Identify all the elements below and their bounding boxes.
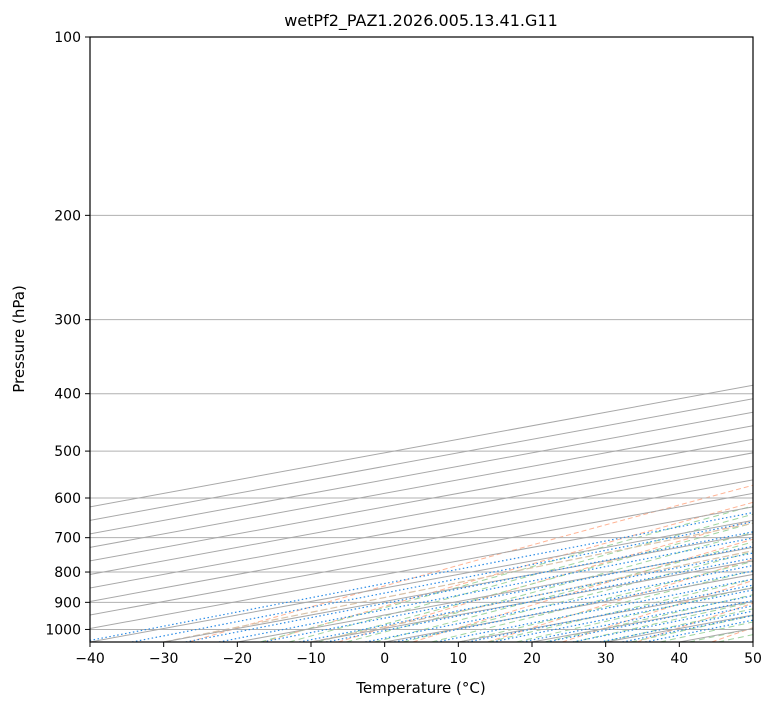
axis-ticks: −40 −30 −20 −10 0 10 20 30 40 50 100 200 300 400 500 60… <box>45 30 762 667</box>
x-tick-label: −30 <box>149 651 179 667</box>
x-tick-label: −20 <box>223 651 253 667</box>
x-tick-label: 50 <box>744 651 762 667</box>
y-tick-label: 1000 <box>45 622 81 638</box>
dry-adiabat <box>412 538 753 642</box>
mixing-ratio-line <box>185 531 753 642</box>
y-tick-label: 700 <box>54 531 81 547</box>
x-axis-label: Temperature (°C) <box>355 679 485 697</box>
skewed-isotherm <box>90 452 753 575</box>
y-tick-label: 600 <box>54 491 81 507</box>
x-tick-label: −40 <box>75 651 105 667</box>
plot-frame <box>89 36 754 643</box>
moist-adiabat <box>317 522 753 642</box>
x-tick-label: 20 <box>523 651 541 667</box>
x-tick-label: 40 <box>670 651 688 667</box>
y-tick-label: 500 <box>54 444 81 460</box>
x-tick-label: 30 <box>597 651 615 667</box>
skewed-isotherm <box>90 479 753 602</box>
mixing-ratio-line <box>325 557 753 642</box>
dry-adiabat <box>188 484 753 642</box>
y-tick-label: 200 <box>54 208 81 224</box>
skewed-isotherm <box>90 425 753 548</box>
y-tick-label: 400 <box>54 387 81 403</box>
x-tick-label: 10 <box>449 651 467 667</box>
mixing-ratio-line <box>299 552 753 642</box>
reference-curve <box>163 522 753 642</box>
background-lines <box>90 37 753 642</box>
skewed-isotherm <box>90 492 753 616</box>
y-tick-label: 900 <box>54 595 81 611</box>
skewed-isotherm <box>90 519 753 642</box>
mixing-ratio-line <box>365 564 753 642</box>
skewed-isotherm <box>90 438 753 562</box>
mixing-ratio-line <box>572 605 753 642</box>
x-tick-label: −10 <box>296 651 326 667</box>
x-tick-label: 0 <box>380 651 389 667</box>
skewed-isotherm <box>163 533 753 642</box>
skewed-isotherm <box>90 465 753 589</box>
y-tick-label: 300 <box>54 313 81 329</box>
y-tick-label: 800 <box>54 565 81 581</box>
y-axis-label: Pressure (hPa) <box>10 285 28 393</box>
chart-title: wetPf2_PAZ1.2026.005.13.41.G11 <box>284 11 558 31</box>
dry-adiabat <box>263 501 753 642</box>
dry-adiabat <box>338 519 753 642</box>
y-tick-label: 100 <box>54 30 81 46</box>
skewed-isotherm <box>90 506 753 629</box>
mixing-ratio-line <box>262 545 753 642</box>
